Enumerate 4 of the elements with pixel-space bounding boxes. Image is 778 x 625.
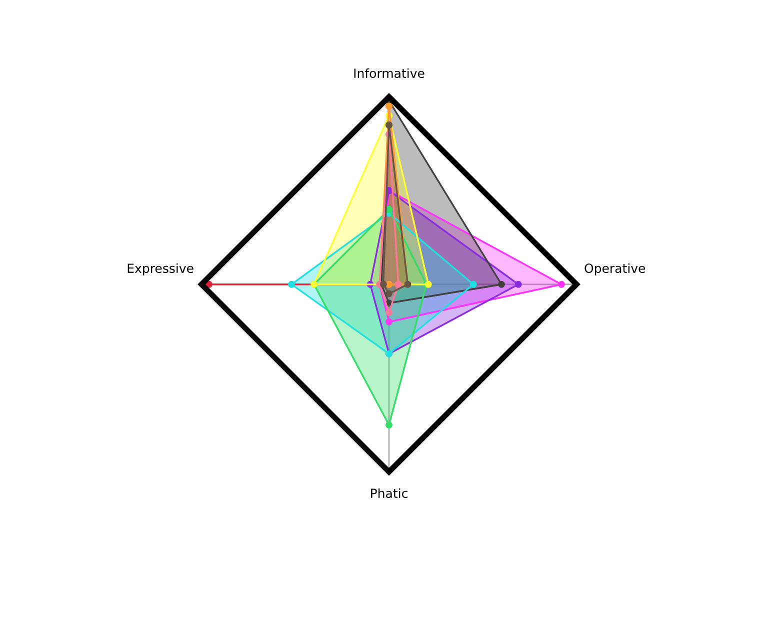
- spoke-label: Informative: [354, 68, 424, 78]
- spoke-label: Operative: [584, 263, 646, 276]
- spoke-label: Expressive: [128, 263, 194, 276]
- spoke-label: Phatic: [371, 488, 408, 498]
